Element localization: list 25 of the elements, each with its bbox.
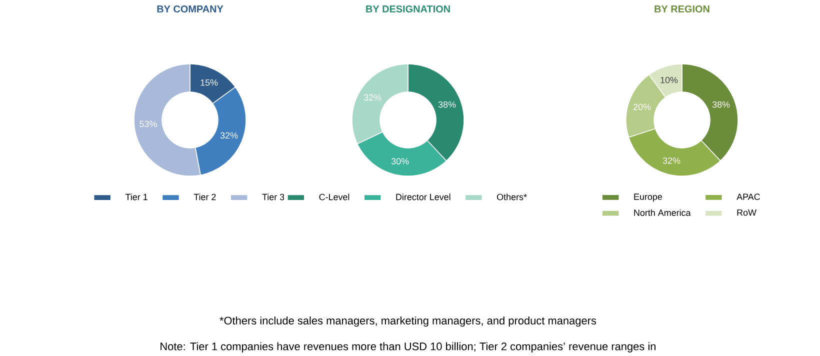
legend-label: Director Level [396, 194, 450, 200]
legend-label: C-Level [319, 194, 350, 200]
chart-title: BY REGION [654, 6, 710, 13]
data-label: 32% [220, 132, 238, 139]
data-label: 32% [662, 158, 680, 164]
text: *Others include sales managers, marketing managers, and product managers [220, 316, 596, 327]
legend-label: Europe [634, 194, 662, 202]
data-label: 20% [634, 104, 651, 110]
data-label: 32% [364, 94, 382, 101]
chart-title: BY DESIGNATION [366, 6, 450, 13]
legend-label: Tier 2 [194, 194, 216, 200]
data-label: 15% [200, 80, 218, 86]
legend-label: APAC [736, 194, 760, 200]
legend-label: RoW [737, 210, 756, 216]
data-label: 30% [392, 158, 409, 165]
legend-label: North America [634, 209, 691, 216]
data-label: 53% [140, 120, 157, 128]
data-label: 10% [660, 76, 678, 84]
data-label: 38% [712, 101, 730, 108]
chart-title: BY COMPANY [157, 6, 224, 13]
data-label: 38% [438, 101, 456, 108]
legend-label: Others* [497, 194, 527, 200]
legend-label: Tier 1 [125, 194, 148, 200]
legend-label: Tier 3 [262, 194, 284, 200]
text: Note: Tier 1 companies have revenues more than USD 10 billion; Tier 2 companies’ revenue ranges in [160, 342, 656, 353]
